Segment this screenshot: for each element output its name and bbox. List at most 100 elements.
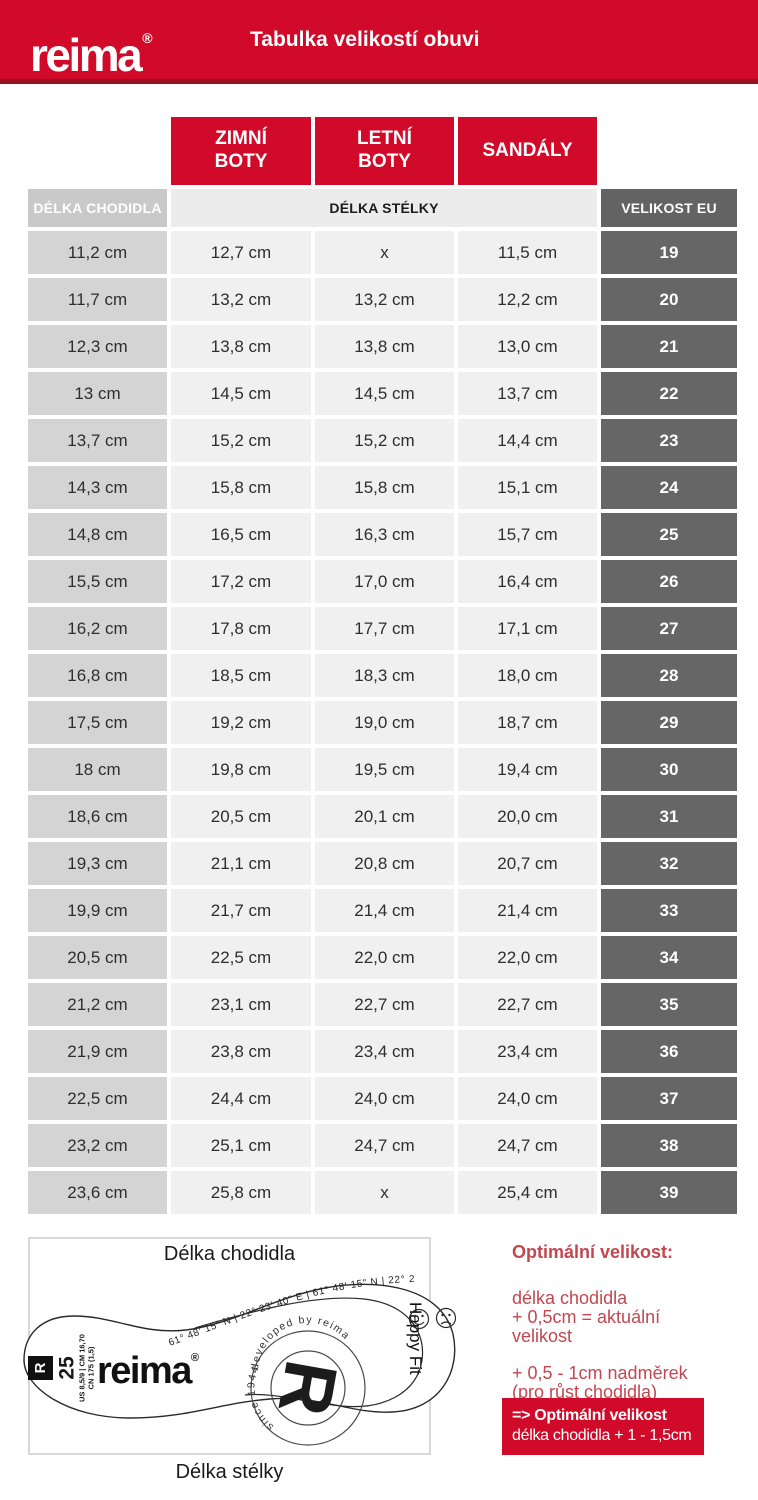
insole-illustration: R 25 US 8,5/9 | CM 16,70 CN 175 (1,5) re…: [16, 1250, 457, 1446]
cell-sandals: 14,4 cm: [458, 419, 597, 462]
registered-trademark-icon: ®: [142, 30, 153, 46]
cell-foot-length: 14,8 cm: [28, 513, 167, 556]
cell-foot-length: 22,5 cm: [28, 1077, 167, 1120]
cell-eu-size: 25: [601, 513, 737, 556]
cell-winter-boots: 24,4 cm: [171, 1077, 311, 1120]
insole-size-info-1: US 8,5/9 | CM 16,70: [78, 1334, 87, 1402]
heel-logo-square: [28, 1356, 53, 1380]
cell-foot-length: 12,3 cm: [28, 325, 167, 368]
cell-winter-boots: 21,1 cm: [171, 842, 311, 885]
cell-winter-boots: 19,8 cm: [171, 748, 311, 791]
cell-eu-size: 22: [601, 372, 737, 415]
insole-size-number: 25: [56, 1356, 79, 1380]
sad-smiley-icon: [435, 1307, 457, 1329]
highlight-title: => Optimální velikost: [512, 1407, 667, 1424]
page-title: Tabulka velikostí obuvi: [250, 27, 480, 51]
cell-winter-boots: 20,5 cm: [171, 795, 311, 838]
happy-smiley-icon: [408, 1308, 430, 1330]
cell-sandals: 24,7 cm: [458, 1124, 597, 1167]
top-banner: reima ® Tabulka velikostí obuvi: [0, 0, 758, 84]
highlight-text: délka chodidla + 1 - 1,5cm: [512, 1427, 692, 1444]
cell-foot-length: 19,3 cm: [28, 842, 167, 885]
cell-winter-boots: 17,2 cm: [171, 560, 311, 603]
header-spacer: [601, 117, 737, 185]
cell-foot-length: 18,6 cm: [28, 795, 167, 838]
cell-summer-boots: 23,4 cm: [315, 1030, 454, 1073]
cell-summer-boots: 21,4 cm: [315, 889, 454, 932]
subheader-foot-length: DÉLKA CHODIDLA: [28, 189, 167, 227]
cell-summer-boots: 13,2 cm: [315, 278, 454, 321]
cell-winter-boots: 13,2 cm: [171, 278, 311, 321]
cell-eu-size: 29: [601, 701, 737, 744]
cell-eu-size: 30: [601, 748, 737, 791]
cell-summer-boots: 19,5 cm: [315, 748, 454, 791]
cell-foot-length: 20,5 cm: [28, 936, 167, 979]
cell-foot-length: 11,2 cm: [28, 231, 167, 274]
cell-summer-boots: 17,0 cm: [315, 560, 454, 603]
tips-paragraph-1: délka chodidla + 0,5cm = aktuální veliko…: [512, 1288, 661, 1346]
insole-brand-trademark-icon: ®: [191, 1352, 199, 1364]
cell-summer-boots: 16,3 cm: [315, 513, 454, 556]
cell-winter-boots: 12,7 cm: [171, 231, 311, 274]
cell-foot-length: 21,2 cm: [28, 983, 167, 1026]
optimal-size-highlight: => Optimální velikost délka chodidla + 1…: [502, 1398, 704, 1455]
cell-winter-boots: 13,8 cm: [171, 325, 311, 368]
cell-sandals: 22,7 cm: [458, 983, 597, 1026]
cell-foot-length: 13,7 cm: [28, 419, 167, 462]
cell-sandals: 11,5 cm: [458, 231, 597, 274]
cell-summer-boots: 14,5 cm: [315, 372, 454, 415]
cell-eu-size: 35: [601, 983, 737, 1026]
cell-foot-length: 15,5 cm: [28, 560, 167, 603]
cell-winter-boots: 23,1 cm: [171, 983, 311, 1026]
cell-foot-length: 13 cm: [28, 372, 167, 415]
cell-foot-length: 14,3 cm: [28, 466, 167, 509]
cell-sandals: 23,4 cm: [458, 1030, 597, 1073]
happy-fit-text: Happy Fit: [406, 1302, 425, 1375]
header-spacer: [28, 117, 167, 185]
subheader-eu-size: VELIKOST EU: [601, 189, 737, 227]
cell-summer-boots: 18,3 cm: [315, 654, 454, 697]
cell-eu-size: 38: [601, 1124, 737, 1167]
insole-brand-wordmark: reima®: [97, 1350, 199, 1392]
cell-winter-boots: 15,8 cm: [171, 466, 311, 509]
cell-winter-boots: 14,5 cm: [171, 372, 311, 415]
cell-eu-size: 36: [601, 1030, 737, 1073]
cell-eu-size: 28: [601, 654, 737, 697]
cell-foot-length: 23,2 cm: [28, 1124, 167, 1167]
cell-eu-size: 24: [601, 466, 737, 509]
cell-sandals: 12,2 cm: [458, 278, 597, 321]
cell-sandals: 15,7 cm: [458, 513, 597, 556]
cell-eu-size: 32: [601, 842, 737, 885]
cell-summer-boots: 17,7 cm: [315, 607, 454, 650]
cell-sandals: 18,7 cm: [458, 701, 597, 744]
foot-length-label: Délka chodidla: [163, 1243, 296, 1265]
cell-foot-length: 19,9 cm: [28, 889, 167, 932]
cell-foot-length: 21,9 cm: [28, 1030, 167, 1073]
insole-outline: [23, 1283, 456, 1419]
cell-eu-size: 31: [601, 795, 737, 838]
optimal-size-tips: Optimální velikost: délka chodidla + 0,5…: [512, 1242, 750, 1420]
cell-sandals: 22,0 cm: [458, 936, 597, 979]
cell-summer-boots: x: [315, 1171, 454, 1214]
tips-heading: Optimální velikost:: [512, 1242, 674, 1262]
cell-winter-boots: 19,2 cm: [171, 701, 311, 744]
cell-sandals: 21,4 cm: [458, 889, 597, 932]
cell-winter-boots: 15,2 cm: [171, 419, 311, 462]
cell-eu-size: 26: [601, 560, 737, 603]
cell-winter-boots: 22,5 cm: [171, 936, 311, 979]
cell-foot-length: 18 cm: [28, 748, 167, 791]
subheader-insole-length: DÉLKA STÉLKY: [171, 189, 597, 227]
cell-eu-size: 37: [601, 1077, 737, 1120]
insole-size-info-2: CN 175 (1,5): [87, 1346, 96, 1389]
cell-eu-size: 20: [601, 278, 737, 321]
cell-winter-boots: 25,8 cm: [171, 1171, 311, 1214]
cell-summer-boots: 20,8 cm: [315, 842, 454, 885]
cell-winter-boots: 18,5 cm: [171, 654, 311, 697]
cell-summer-boots: 20,1 cm: [315, 795, 454, 838]
cell-foot-length: 16,2 cm: [28, 607, 167, 650]
cell-winter-boots: 23,8 cm: [171, 1030, 311, 1073]
foot-outline: [194, 1297, 424, 1408]
cell-foot-length: 11,7 cm: [28, 278, 167, 321]
reima-logo: reima ®: [30, 8, 153, 85]
